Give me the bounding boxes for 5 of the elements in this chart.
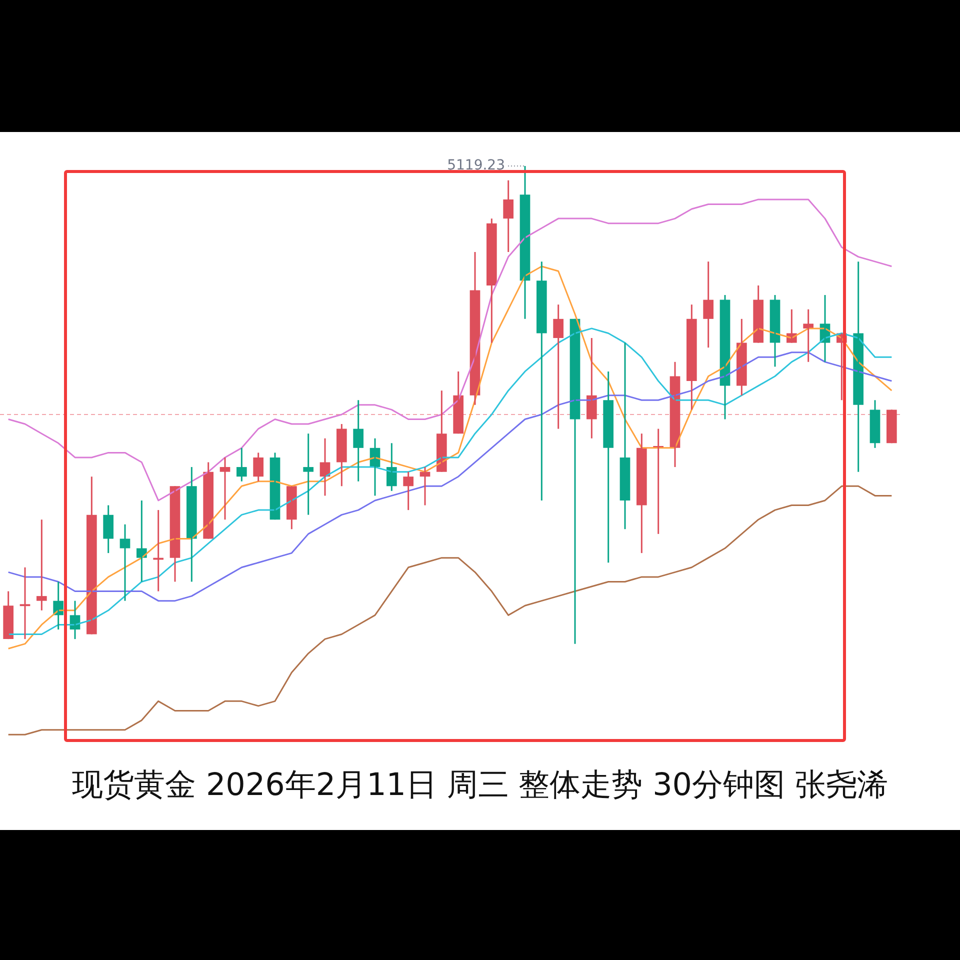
candlestick bbox=[303, 432, 314, 516]
candlestick bbox=[36, 518, 47, 612]
candlestick bbox=[886, 408, 897, 444]
text: 现货黄金 2026年2月11日 周三 整体走势 30分钟图 张尧浠 bbox=[71, 766, 889, 805]
annotation: 5119.23 bbox=[447, 158, 505, 174]
